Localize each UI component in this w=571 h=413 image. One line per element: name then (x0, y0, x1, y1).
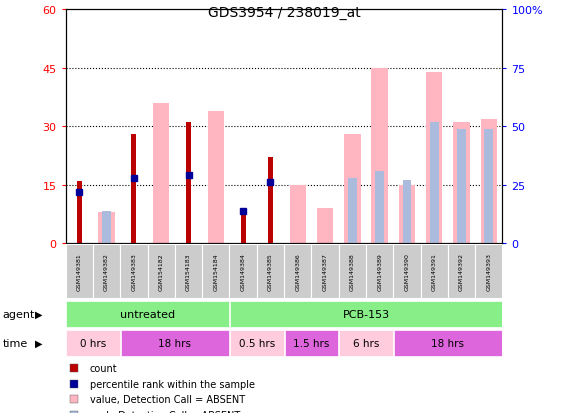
Bar (186, 123, 191, 244)
Bar (175, 245, 202, 298)
Bar (366, 245, 393, 298)
Bar (430, 122, 439, 244)
Bar (284, 330, 338, 356)
Text: 1.5 hrs: 1.5 hrs (293, 338, 329, 348)
Text: GSM149383: GSM149383 (131, 253, 136, 290)
Bar (257, 245, 284, 298)
Text: GSM149392: GSM149392 (459, 253, 464, 290)
Bar (403, 180, 411, 244)
Bar (484, 129, 493, 244)
Bar (120, 245, 147, 298)
Text: untreated: untreated (120, 309, 175, 319)
Text: rank, Detection Call = ABSENT: rank, Detection Call = ABSENT (90, 410, 240, 413)
Bar (268, 158, 273, 244)
Bar (102, 211, 111, 244)
Text: count: count (90, 363, 117, 373)
Bar (121, 330, 229, 356)
Bar (147, 245, 175, 298)
Bar (208, 112, 224, 244)
Text: GDS3954 / 238019_at: GDS3954 / 238019_at (208, 6, 360, 20)
Bar (77, 181, 82, 244)
Bar (66, 301, 229, 327)
Bar (448, 245, 475, 298)
Bar (98, 213, 115, 244)
Text: GSM149387: GSM149387 (323, 253, 328, 290)
Text: 0.5 hrs: 0.5 hrs (239, 338, 275, 348)
Text: GSM149390: GSM149390 (404, 253, 409, 290)
Bar (93, 245, 120, 298)
Text: time: time (3, 338, 28, 348)
Text: GSM149388: GSM149388 (350, 253, 355, 290)
Bar (66, 330, 120, 356)
Text: GSM149391: GSM149391 (432, 253, 437, 290)
Bar (399, 185, 415, 244)
Bar (371, 69, 388, 244)
Text: value, Detection Call = ABSENT: value, Detection Call = ABSENT (90, 394, 245, 404)
Bar (153, 104, 170, 244)
Text: GSM154184: GSM154184 (214, 253, 218, 290)
Bar (426, 73, 443, 244)
Bar (393, 245, 421, 298)
Text: GSM149381: GSM149381 (77, 253, 82, 290)
Text: GSM149389: GSM149389 (377, 253, 382, 290)
Bar (348, 178, 357, 244)
Bar (339, 245, 366, 298)
Bar (66, 245, 93, 298)
Bar (230, 330, 284, 356)
Bar (240, 209, 246, 244)
Text: GSM149382: GSM149382 (104, 253, 109, 290)
Bar (317, 209, 333, 244)
Text: GSM149393: GSM149393 (486, 253, 491, 290)
Text: ▶: ▶ (35, 309, 43, 319)
Bar (202, 245, 230, 298)
Text: ▶: ▶ (35, 338, 43, 348)
Bar (289, 185, 306, 244)
Text: 18 hrs: 18 hrs (431, 338, 464, 348)
Bar (481, 119, 497, 244)
Text: GSM154183: GSM154183 (186, 253, 191, 290)
Text: GSM149386: GSM149386 (295, 253, 300, 290)
Bar (311, 245, 339, 298)
Bar (339, 330, 393, 356)
Bar (230, 245, 257, 298)
Text: percentile rank within the sample: percentile rank within the sample (90, 379, 255, 389)
Text: GSM149385: GSM149385 (268, 253, 273, 290)
Bar (457, 129, 466, 244)
Bar (421, 245, 448, 298)
Text: GSM149384: GSM149384 (240, 253, 246, 290)
Bar (453, 123, 470, 244)
Bar (230, 301, 502, 327)
Text: 18 hrs: 18 hrs (158, 338, 191, 348)
Bar (475, 245, 502, 298)
Text: PCB-153: PCB-153 (343, 309, 389, 319)
Bar (375, 171, 384, 244)
Text: agent: agent (3, 309, 35, 319)
Text: 6 hrs: 6 hrs (353, 338, 379, 348)
Bar (284, 245, 311, 298)
Bar (344, 135, 360, 244)
Text: 0 hrs: 0 hrs (80, 338, 106, 348)
Bar (131, 135, 136, 244)
Text: GSM154182: GSM154182 (159, 253, 164, 290)
Bar (394, 330, 502, 356)
